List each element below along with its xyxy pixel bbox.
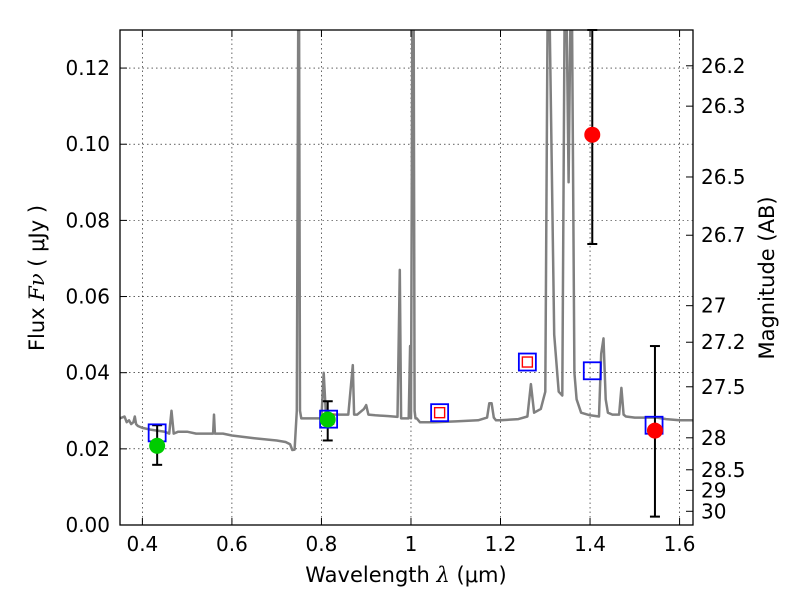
model-square-marker — [582, 361, 602, 381]
y2-tick-label: 26.2 — [701, 54, 746, 78]
photometry-point — [149, 437, 166, 454]
y-tick-label: 0.08 — [65, 208, 110, 232]
y-tick-label: 0.04 — [65, 361, 110, 385]
inner-square-marker — [521, 356, 534, 368]
tick-labels: 0.4 0.6 0.8 1 1.2 1.4 1.6 0.00 0.02 0.04 0.06 0.08 0… — [65, 54, 745, 556]
y2-tick-label: 26.3 — [701, 94, 746, 118]
y-tick-label: 0.06 — [65, 285, 110, 309]
y2-tick-label: 26.7 — [701, 223, 746, 247]
x-axis-label-unit: (μm) — [450, 563, 507, 587]
y-tick-label: 0.10 — [65, 132, 110, 156]
x-tick-label: 1.2 — [485, 532, 517, 556]
y2-axis-label: Magnitude (AB) — [755, 196, 779, 359]
inner-square-marker — [433, 406, 446, 419]
y2-tick-label: 27.5 — [701, 375, 746, 399]
photometry-point — [584, 126, 601, 143]
y2-tick-label: 28.5 — [701, 458, 746, 482]
y-axis-label: Flux Fν ( μJy ) — [25, 205, 49, 351]
x-tick-label: 1.6 — [664, 532, 696, 556]
y-tick-label: 0.02 — [65, 437, 110, 461]
x-tick-label: 0.4 — [126, 532, 158, 556]
x-tick-label: 0.8 — [306, 532, 338, 556]
x-tick-label: 0.6 — [216, 532, 248, 556]
ticks — [120, 30, 693, 526]
y2-tick-label: 28 — [701, 426, 726, 450]
x-tick-label: 1 — [405, 532, 418, 556]
photometry-point — [646, 422, 663, 439]
x-tick-label: 1.4 — [574, 532, 606, 556]
y2-tick-label: 26.5 — [701, 165, 746, 189]
grid — [120, 30, 693, 526]
y-axis-label-prefix: Flux — [25, 301, 49, 351]
plot-frame — [119, 29, 694, 526]
y-tick-label: 0.00 — [65, 513, 110, 537]
y2-tick-label: 27 — [701, 294, 726, 318]
x-axis-label: Wavelength λ (μm) — [305, 563, 506, 587]
y2-tick-label: 29 — [701, 478, 726, 502]
markers — [147, 29, 664, 518]
spectrum-line — [120, 30, 693, 452]
y-tick-label: 0.12 — [65, 56, 110, 80]
plot-area — [120, 30, 693, 452]
x-axis-label-prefix: Wavelength — [305, 563, 436, 587]
y-axis-label-symbol: Fν — [25, 273, 49, 302]
y2-tick-label: 27.2 — [701, 330, 746, 354]
x-axis-label-symbol: λ — [436, 563, 450, 587]
y2-tick-label: 30 — [701, 499, 726, 523]
model-square-marker — [517, 352, 537, 372]
photometry-point — [319, 411, 336, 428]
y-axis-label-unit: ( μJy ) — [25, 205, 49, 273]
model-square-marker — [430, 403, 450, 423]
